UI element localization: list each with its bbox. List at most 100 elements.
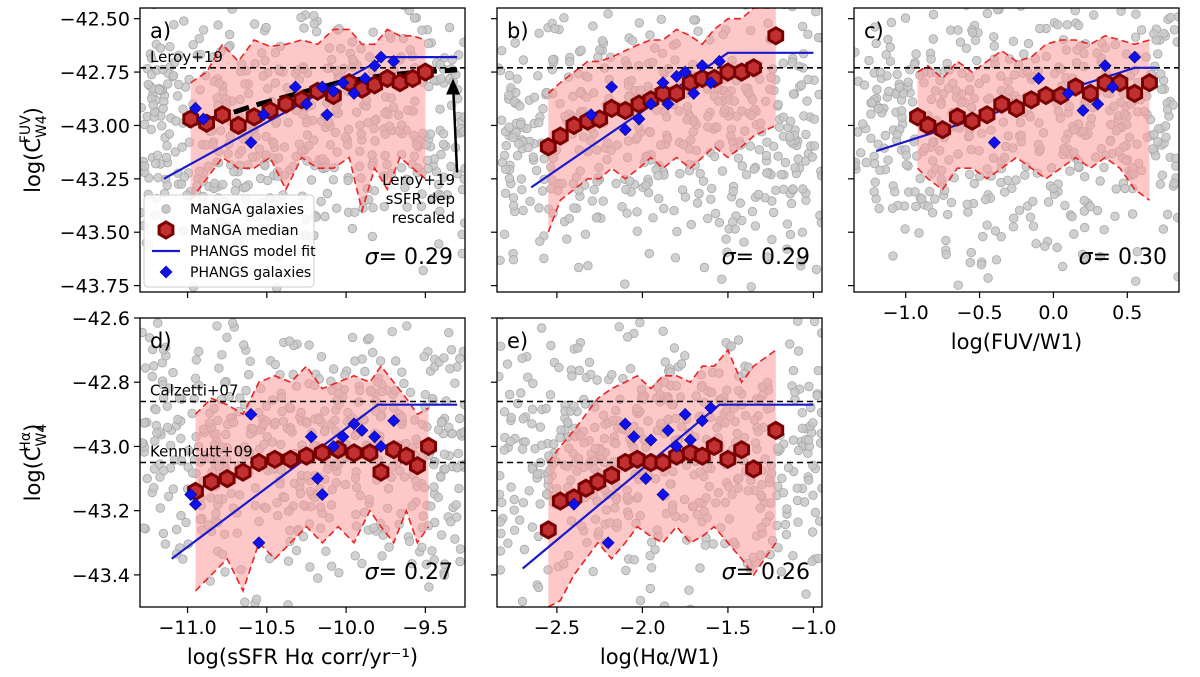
manga-galaxy-point	[140, 438, 147, 448]
manga-galaxy-point	[252, 292, 261, 301]
manga-galaxy-point	[150, 158, 161, 169]
legend-symbol-manga-galaxies	[161, 204, 171, 214]
manga-galaxy-point	[793, 517, 803, 527]
manga-galaxy-point	[810, 318, 820, 327]
legend: MaNGA galaxies MaNGA median PHANGS model f…	[143, 194, 316, 288]
manga-galaxy-point	[901, 150, 912, 161]
manga-galaxy-point	[499, 445, 510, 455]
manga-galaxy-point	[811, 8, 821, 17]
manga-galaxy-point	[213, 20, 223, 30]
manga-galaxy-point	[541, 403, 551, 414]
manga-galaxy-point	[914, 228, 924, 238]
manga-galaxy-point	[506, 482, 516, 492]
manga-galaxy-point	[788, 365, 799, 376]
manga-galaxy-point	[528, 378, 538, 389]
manga-galaxy-point	[158, 393, 169, 403]
manga-galaxy-point	[1070, 8, 1080, 16]
manga-galaxy-point	[504, 70, 515, 81]
manga-galaxy-point	[1099, 162, 1109, 173]
manga-galaxy-point	[504, 173, 515, 184]
phangs-model-fit-line	[530, 51, 814, 189]
manga-galaxy-point	[151, 405, 161, 415]
manga-galaxy-point	[194, 34, 205, 44]
manga-median-marker	[298, 446, 315, 466]
manga-galaxy-point	[684, 585, 694, 595]
x-tick-label: −0.5	[956, 302, 1002, 324]
x-axis-label: log(sSFR Hα corr/yr⁻¹)	[187, 645, 418, 669]
manga-galaxy-point	[309, 10, 319, 21]
manga-galaxy-point	[793, 445, 804, 456]
manga-galaxy-point	[538, 103, 548, 114]
manga-galaxy-point	[703, 293, 712, 302]
manga-galaxy-point	[658, 326, 668, 337]
manga-galaxy-point	[320, 211, 330, 222]
phangs-galaxy-marker	[189, 497, 202, 511]
manga-median-marker	[420, 436, 437, 457]
manga-galaxy-point	[1155, 69, 1166, 79]
manga-galaxy-point	[367, 347, 378, 358]
manga-galaxy-point	[792, 483, 803, 493]
manga-galaxy-point	[686, 604, 695, 607]
phangs-galaxy-marker	[189, 101, 202, 115]
manga-galaxy-point	[809, 141, 820, 151]
manga-galaxy-point	[875, 67, 886, 77]
manga-galaxy-point	[969, 178, 980, 189]
manga-galaxy-point	[357, 558, 367, 569]
manga-galaxy-point	[802, 96, 812, 106]
manga-galaxy-point	[429, 482, 439, 492]
manga-galaxy-point	[589, 184, 599, 195]
manga-galaxy-point	[1148, 144, 1158, 154]
manga-galaxy-point	[1079, 171, 1090, 182]
phangs-model-fit-line	[171, 403, 458, 560]
manga-median-marker	[229, 115, 247, 136]
manga-galaxy-point	[733, 335, 744, 345]
manga-galaxy-point	[402, 202, 412, 212]
manga-galaxy-point	[660, 357, 671, 367]
band-upper-line	[547, 348, 777, 463]
manga-galaxy-point	[457, 184, 465, 195]
x-tick-label: 0.5	[1112, 302, 1142, 324]
manga-galaxy-point	[347, 332, 358, 343]
manga-galaxy-point	[169, 20, 179, 30]
manga-galaxy-point	[222, 332, 232, 343]
manga-galaxy-point	[418, 265, 428, 276]
manga-galaxy-point	[343, 175, 353, 186]
manga-galaxy-point	[170, 147, 181, 157]
manga-galaxy-point	[503, 538, 513, 549]
manga-galaxy-point	[1159, 28, 1169, 39]
manga-galaxy-point	[452, 512, 462, 522]
manga-galaxy-point	[861, 157, 871, 168]
manga-galaxy-point	[588, 566, 598, 577]
manga-galaxy-point	[190, 373, 201, 384]
manga-galaxy-point	[624, 176, 635, 186]
manga-galaxy-point	[721, 234, 731, 244]
manga-galaxy-point	[625, 363, 636, 374]
manga-galaxy-point	[537, 186, 548, 196]
manga-galaxy-point	[509, 525, 520, 536]
manga-galaxy-point	[227, 318, 238, 328]
manga-galaxy-point	[375, 356, 386, 366]
phangs-galaxy-marker	[358, 72, 372, 85]
manga-galaxy-point	[773, 543, 783, 553]
manga-median-marker	[266, 449, 284, 470]
manga-galaxy-point	[676, 359, 687, 369]
annotation-arrow-head	[446, 78, 461, 95]
manga-galaxy-point	[164, 129, 175, 139]
manga-galaxy-point	[217, 350, 227, 360]
manga-galaxy-point	[584, 357, 595, 368]
manga-galaxy-point	[699, 262, 710, 273]
manga-galaxy-point	[901, 159, 912, 170]
manga-galaxy-point	[147, 344, 158, 355]
x-tick-label: −11.0	[158, 617, 216, 639]
manga-median-marker	[565, 115, 583, 136]
phangs-galaxy-marker	[704, 76, 718, 90]
axes-frame	[496, 7, 823, 293]
manga-galaxy-point	[405, 387, 416, 398]
manga-galaxy-point	[512, 0, 521, 4]
phangs-galaxy-marker	[244, 136, 258, 149]
manga-galaxy-point	[786, 198, 797, 209]
manga-median-marker	[214, 105, 231, 125]
manga-galaxy-point	[534, 117, 544, 128]
manga-median-marker	[1037, 85, 1055, 106]
y-tick-label: −43.2	[72, 501, 130, 523]
